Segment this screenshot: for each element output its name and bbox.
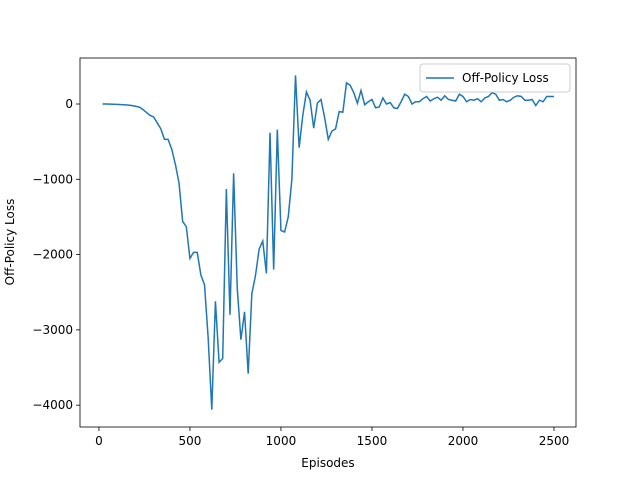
data-line bbox=[102, 75, 554, 410]
legend-box bbox=[419, 63, 571, 93]
x-tick-label: 2500 bbox=[539, 434, 570, 448]
x-tick-label: 500 bbox=[178, 434, 201, 448]
y-tick-label: −4000 bbox=[32, 398, 73, 412]
y-tick-label: −1000 bbox=[32, 172, 73, 186]
y-axis-label: Off-Policy Loss bbox=[3, 199, 17, 286]
x-axis-label: Episodes bbox=[301, 456, 354, 470]
x-tick-label: 1500 bbox=[357, 434, 388, 448]
y-tick-label: −2000 bbox=[32, 248, 73, 262]
x-tick-label: 2000 bbox=[448, 434, 479, 448]
x-tick-label: 1000 bbox=[266, 434, 297, 448]
y-tick-label: −3000 bbox=[32, 323, 73, 337]
x-tick-label: 0 bbox=[95, 434, 103, 448]
legend-label: Off-Policy Loss bbox=[462, 71, 549, 85]
plot-frame bbox=[79, 57, 577, 428]
y-tick-label: 0 bbox=[65, 97, 73, 111]
